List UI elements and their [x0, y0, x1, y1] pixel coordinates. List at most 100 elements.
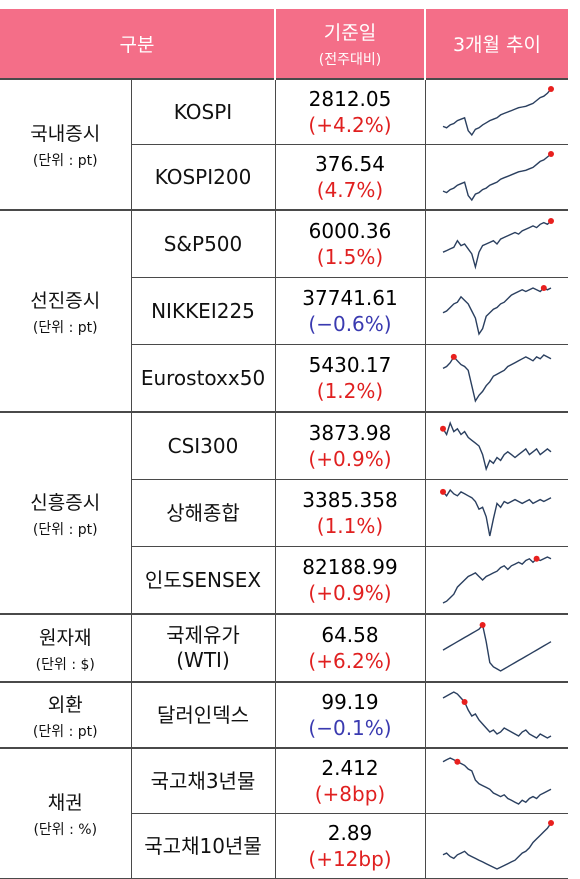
- group-name: 선진증시: [30, 289, 101, 312]
- sparkline-marker: [439, 488, 446, 495]
- index-change: (1.1%): [316, 514, 384, 538]
- index-value: 2.412: [321, 756, 379, 780]
- index-change: (1.5%): [316, 245, 384, 269]
- sparkline-path: [442, 757, 552, 805]
- index-name: 달러인덱스: [131, 681, 276, 749]
- group-name: 국내증시: [30, 123, 101, 145]
- index-name: CSI300: [131, 411, 276, 480]
- table-row: 국고채10년물 2.89 (+12bp): [0, 813, 568, 879]
- table-row: Eurostoxx50 5430.17 (1.2%): [0, 344, 568, 413]
- index-change: (+8bp): [314, 782, 386, 806]
- sparkline-cell: [425, 78, 568, 145]
- index-change: (+0.9%): [308, 581, 392, 605]
- table-row: 상해종합 3385.358 (1.1%): [0, 479, 568, 547]
- index-value: 376.54: [315, 152, 385, 176]
- sparkline-chart: [442, 151, 554, 202]
- index-name: NIKKEI225: [131, 277, 276, 345]
- sparkline-cell: [425, 277, 568, 345]
- value-cell: 376.54 (4.7%): [275, 144, 426, 211]
- sparkline-cell: [425, 546, 568, 615]
- sparkline-chart: [442, 218, 554, 270]
- header-row: 구분 기준일 (전주대비) 3개월 추이: [0, 9, 568, 79]
- table-row: 인도SENSEX 82188.99 (+0.9%): [0, 546, 568, 615]
- sparkline-marker: [454, 758, 461, 765]
- sparkline-cell: [425, 344, 568, 413]
- index-name: 국고채3년물: [131, 747, 276, 814]
- group-cell: 국내증시 (단위 : pt): [0, 78, 132, 211]
- sparkline-cell: [425, 681, 568, 749]
- index-name: KOSPI: [131, 78, 276, 145]
- header-value-title: 기준일: [323, 22, 377, 44]
- index-value: 64.58: [321, 623, 379, 647]
- sparkline-path: [442, 488, 552, 537]
- sparkline-chart: [439, 488, 552, 537]
- header-value-sub: (전주대비): [318, 52, 382, 68]
- sparkline-path: [442, 623, 552, 672]
- sparkline-marker: [540, 285, 547, 291]
- index-value: 3385.358: [302, 488, 398, 512]
- index-name: 상해종합: [131, 479, 276, 547]
- group-cell: 선진증시 (단위 : pt): [0, 209, 132, 413]
- sparkline-cell: [425, 613, 568, 683]
- header-category: 구분: [0, 9, 276, 79]
- table-row: 국내증시 (단위 : pt) KOSPI 2812.05 (+4.2%): [0, 78, 568, 211]
- table-row: 신흥증시 (단위 : pt) CSI300 3873.98 (+0.9%): [0, 411, 568, 615]
- index-change: (+6.2%): [308, 649, 392, 673]
- sparkline-chart: [442, 353, 552, 403]
- index-name: KOSPI200: [131, 144, 276, 211]
- sparkline-marker: [439, 425, 446, 432]
- group-cell: 원자재 (단위 : $): [0, 613, 132, 683]
- value-cell: 3873.98 (+0.9%): [275, 411, 426, 480]
- table-row: 채권 (단위 : %) 국고채3년물 2.412 (+8bp): [0, 747, 568, 879]
- index-value: 2.89: [327, 821, 373, 845]
- value-cell: 99.19 (−0.1%): [275, 681, 426, 749]
- sparkline-cell: [425, 479, 568, 547]
- group-cell: 채권 (단위 : %): [0, 747, 132, 879]
- index-change: (1.2%): [316, 379, 384, 403]
- index-change: (−0.6%): [308, 312, 392, 336]
- sparkline-marker: [547, 86, 554, 92]
- value-cell: 64.58 (+6.2%): [275, 613, 426, 683]
- group-unit: (단위 : pt): [32, 521, 98, 538]
- group-unit: (단위 : pt): [32, 319, 98, 336]
- group-unit: (단위 : %): [33, 822, 98, 838]
- sparkline-path: [442, 153, 552, 202]
- index-change: (+4.2%): [308, 113, 392, 137]
- index-value: 82188.99: [302, 555, 398, 579]
- market-table: 구분 기준일 (전주대비) 3개월 추이 국내증시 (단위 : pt) KOSPI …: [0, 9, 568, 879]
- value-cell: 2.89 (+12bp): [275, 813, 426, 879]
- index-value: 6000.36: [308, 219, 392, 243]
- index-change: (4.7%): [316, 178, 384, 202]
- sparkline-chart: [439, 420, 552, 472]
- sparkline-path: [442, 220, 552, 270]
- index-name: 국제유가 (WTI): [131, 613, 276, 683]
- group-unit: (단위 : pt): [32, 723, 98, 740]
- index-change: (+12bp): [308, 847, 392, 871]
- index-change: (+0.9%): [308, 447, 392, 471]
- sparkline-cell: [425, 747, 568, 814]
- group-name: 채권: [47, 792, 83, 814]
- index-change: (−0.1%): [308, 716, 392, 740]
- table-row: NIKKEI225 37741.61 (−0.6%): [0, 277, 568, 345]
- sparkline-path: [442, 420, 552, 472]
- sparkline-chart: [442, 820, 554, 870]
- group-name: 원자재: [39, 626, 92, 649]
- value-cell: 6000.36 (1.5%): [275, 209, 426, 278]
- group-cell: 외환 (단위 : pt): [0, 681, 132, 749]
- table-row: KOSPI200 376.54 (4.7%): [0, 144, 568, 211]
- sparkline-marker: [547, 820, 554, 826]
- group-name: 외환: [47, 693, 83, 716]
- value-cell: 3385.358 (1.1%): [275, 479, 426, 547]
- sparkline-marker: [479, 622, 486, 628]
- sparkline-chart: [442, 622, 552, 672]
- index-name: 국고채10년물: [131, 813, 276, 879]
- index-value: 37741.61: [302, 286, 398, 310]
- sparkline-path: [442, 287, 552, 336]
- sparkline-cell: [425, 144, 568, 211]
- sparkline-chart: [442, 86, 554, 137]
- index-name-line: 국제유가 (WTI): [166, 623, 240, 672]
- sparkline-path: [442, 354, 552, 403]
- sparkline-cell: [425, 209, 568, 278]
- sparkline-path: [442, 691, 552, 739]
- sparkline-marker: [547, 151, 554, 157]
